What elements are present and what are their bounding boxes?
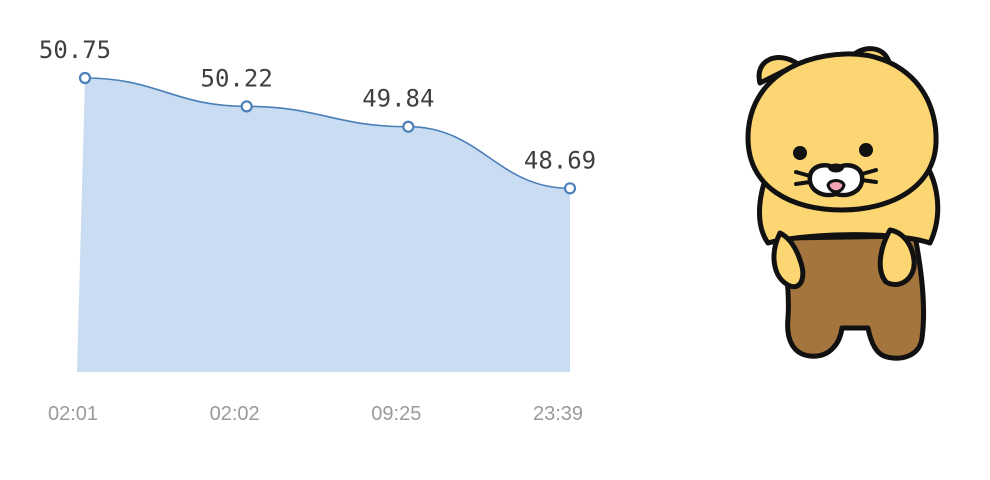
data-point-1[interactable] bbox=[240, 100, 253, 113]
chart-svg: 50.75 50.22 49.84 48.69 02:01 02:02 09:25 23:3… bbox=[39, 36, 596, 425]
bear-left-arm bbox=[771, 230, 806, 290]
area-layer bbox=[77, 78, 570, 372]
value-label-layer: 50.75 50.22 49.84 48.69 bbox=[39, 36, 596, 174]
bear-tongue bbox=[826, 179, 846, 194]
area-fill bbox=[77, 78, 570, 372]
x-tick-label-0: 02:01 bbox=[48, 403, 98, 425]
x-tick-label-3: 23:39 bbox=[533, 403, 583, 425]
value-label-1: 50.22 bbox=[201, 64, 273, 92]
value-label-2: 49.84 bbox=[362, 85, 434, 113]
series-line bbox=[84, 77, 571, 190]
x-tick-label-2: 09:25 bbox=[371, 403, 421, 425]
value-label-3: 48.69 bbox=[524, 146, 596, 174]
bear-whiskers bbox=[794, 168, 878, 186]
x-tick-layer: 02:01 02:02 09:25 23:39 bbox=[48, 403, 583, 425]
area-chart: 50.75 50.22 49.84 48.69 02:01 02:02 09:25 23:3… bbox=[39, 36, 596, 425]
point-layer bbox=[78, 71, 577, 195]
bear-left-eye bbox=[793, 146, 807, 160]
bear-nose bbox=[828, 163, 844, 173]
data-point-3[interactable] bbox=[563, 182, 577, 195]
value-label-0: 50.75 bbox=[39, 36, 111, 64]
x-tick-label-1: 02:02 bbox=[210, 403, 260, 425]
data-point-0[interactable] bbox=[78, 71, 92, 85]
bear-mascot-icon bbox=[745, 46, 941, 361]
bear-right-arm bbox=[877, 227, 917, 287]
data-point-2[interactable] bbox=[402, 120, 415, 133]
line-layer bbox=[84, 77, 571, 190]
bear-right-eye bbox=[859, 143, 873, 157]
